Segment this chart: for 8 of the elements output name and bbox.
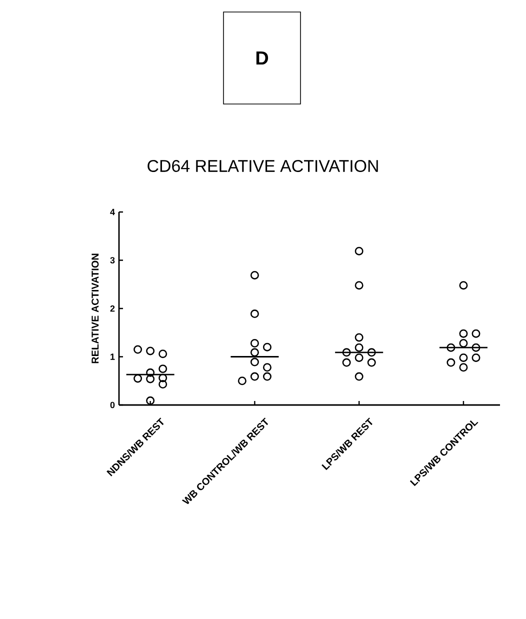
y-tick-label: 1 <box>110 354 115 360</box>
chart-title: CD64 RELATIVE ACTIVATION <box>148 160 378 172</box>
y-tick-label: 3 <box>110 257 115 264</box>
y-axis-title: RELATIVE ACTIVATION <box>92 254 99 364</box>
y-tick-label: 2 <box>110 305 115 312</box>
y-tick-label: 4 <box>110 208 115 216</box>
text: D <box>256 51 268 65</box>
y-tick-label: 0 <box>110 402 115 408</box>
